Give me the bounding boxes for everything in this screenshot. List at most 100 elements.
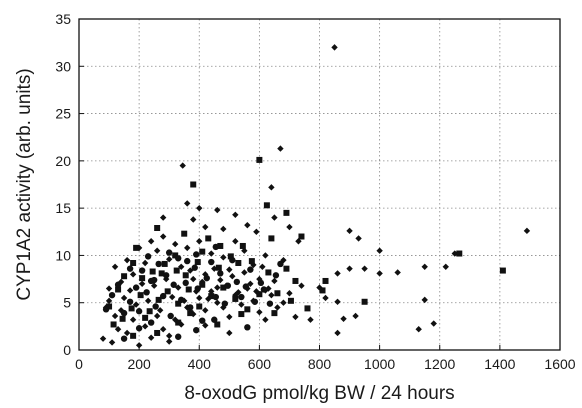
data-point-square bbox=[214, 321, 221, 328]
data-point-diamond bbox=[346, 265, 353, 272]
data-point-diamond bbox=[292, 313, 299, 321]
data-point-diamond bbox=[165, 256, 173, 263]
data-point-diamond bbox=[153, 312, 161, 320]
data-point-circle bbox=[193, 251, 200, 258]
data-point-square bbox=[283, 265, 290, 272]
data-point-diamond bbox=[241, 247, 248, 254]
data-point-diamond bbox=[129, 271, 137, 278]
data-point-square bbox=[199, 248, 206, 255]
data-point-circle bbox=[132, 284, 140, 291]
x-tick-label: 400 bbox=[188, 356, 212, 372]
data-point-diamond bbox=[355, 235, 362, 242]
data-point-diamond bbox=[334, 270, 341, 277]
data-point-square bbox=[217, 242, 224, 249]
data-point-diamond bbox=[129, 316, 137, 323]
data-point-circle bbox=[211, 316, 218, 323]
data-point-diamond bbox=[220, 254, 227, 261]
data-point-square bbox=[265, 269, 272, 276]
data-point-diamond bbox=[153, 247, 161, 254]
data-point-square bbox=[287, 297, 294, 304]
data-point-diamond bbox=[99, 335, 107, 342]
y-axis-label: CYP1A2 activity (arb. units) bbox=[14, 68, 35, 300]
data-point-square bbox=[194, 259, 201, 266]
data-point-diamond bbox=[226, 313, 233, 321]
data-point-diamond bbox=[430, 320, 437, 327]
data-point-square bbox=[130, 259, 137, 266]
data-point-diamond bbox=[138, 280, 146, 287]
data-point-square bbox=[248, 258, 255, 265]
data-point-square bbox=[172, 252, 179, 259]
data-point-square bbox=[227, 253, 234, 260]
data-point-circle bbox=[242, 283, 250, 290]
data-point-square bbox=[187, 310, 194, 317]
data-point-circle bbox=[193, 326, 200, 334]
axis-ticks bbox=[78, 18, 561, 351]
data-point-square bbox=[208, 293, 215, 300]
data-point-diamond bbox=[120, 294, 128, 302]
data-point-diamond bbox=[334, 329, 341, 337]
data-point-diamond bbox=[144, 297, 152, 305]
data-point-diamond bbox=[271, 214, 278, 221]
data-point-diamond bbox=[208, 250, 215, 257]
data-point-diamond bbox=[346, 227, 353, 235]
data-point-circle bbox=[247, 266, 254, 273]
data-point-square bbox=[268, 235, 275, 242]
data-point-diamond bbox=[442, 263, 449, 270]
data-point-diamond bbox=[172, 240, 179, 248]
data-point-circle bbox=[159, 292, 167, 300]
data-point-square bbox=[215, 264, 222, 271]
data-point-square bbox=[139, 275, 146, 282]
data-point-diamond bbox=[262, 316, 269, 323]
data-point-circle bbox=[147, 319, 155, 326]
data-point-circle bbox=[194, 285, 201, 292]
y-tick-label: 30 bbox=[55, 58, 71, 74]
data-point-diamond bbox=[229, 273, 236, 280]
data-point-circle bbox=[229, 256, 236, 264]
data-point-diamond bbox=[394, 269, 401, 276]
data-point-circle bbox=[152, 303, 159, 310]
data-point-circle bbox=[233, 278, 241, 286]
data-point-diamond bbox=[126, 287, 134, 294]
data-point-diamond bbox=[421, 296, 428, 304]
data-point-diamond bbox=[184, 200, 191, 207]
data-point-diamond bbox=[156, 307, 164, 314]
data-point-circle bbox=[212, 243, 219, 251]
data-point-diamond bbox=[190, 275, 197, 283]
grid bbox=[79, 19, 560, 350]
data-point-square bbox=[244, 306, 251, 313]
data-point-square bbox=[199, 281, 206, 288]
data-point-diamond bbox=[523, 227, 531, 235]
data-point-diamond bbox=[226, 329, 233, 337]
data-point-square bbox=[319, 287, 326, 294]
data-point-diamond bbox=[253, 228, 260, 235]
data-point-square bbox=[283, 209, 290, 216]
data-point-circle bbox=[187, 304, 194, 311]
data-point-diamond bbox=[226, 266, 233, 273]
data-point-circle bbox=[221, 300, 229, 307]
data-point-diamond bbox=[159, 233, 167, 240]
data-point-diamond bbox=[268, 184, 275, 191]
data-point-circle bbox=[182, 279, 189, 287]
data-point-circle bbox=[238, 293, 245, 301]
data-point-diamond bbox=[202, 223, 209, 231]
data-point-diamond bbox=[202, 307, 209, 314]
y-tick-label: 0 bbox=[63, 342, 71, 358]
data-point-diamond bbox=[117, 278, 125, 286]
data-point-diamond bbox=[232, 211, 239, 218]
data-point-diamond bbox=[214, 206, 221, 214]
data-point-square bbox=[205, 235, 212, 242]
x-axis-label: 8-oxodG pmol/kg BW / 24 hours bbox=[184, 383, 454, 404]
data-point-circle bbox=[170, 281, 177, 288]
data-point-square bbox=[239, 242, 246, 249]
data-point-circle bbox=[272, 272, 280, 279]
data-point-square bbox=[161, 260, 168, 267]
data-point-circle bbox=[251, 298, 259, 305]
data-point-diamond bbox=[165, 338, 173, 345]
data-point-square bbox=[235, 259, 242, 266]
data-point-square bbox=[274, 290, 281, 297]
data-point-diamond bbox=[214, 284, 221, 291]
data-point-diamond bbox=[286, 223, 293, 231]
data-point-circle bbox=[114, 281, 122, 288]
data-point-square bbox=[298, 233, 305, 240]
data-point-diamond bbox=[184, 244, 191, 252]
